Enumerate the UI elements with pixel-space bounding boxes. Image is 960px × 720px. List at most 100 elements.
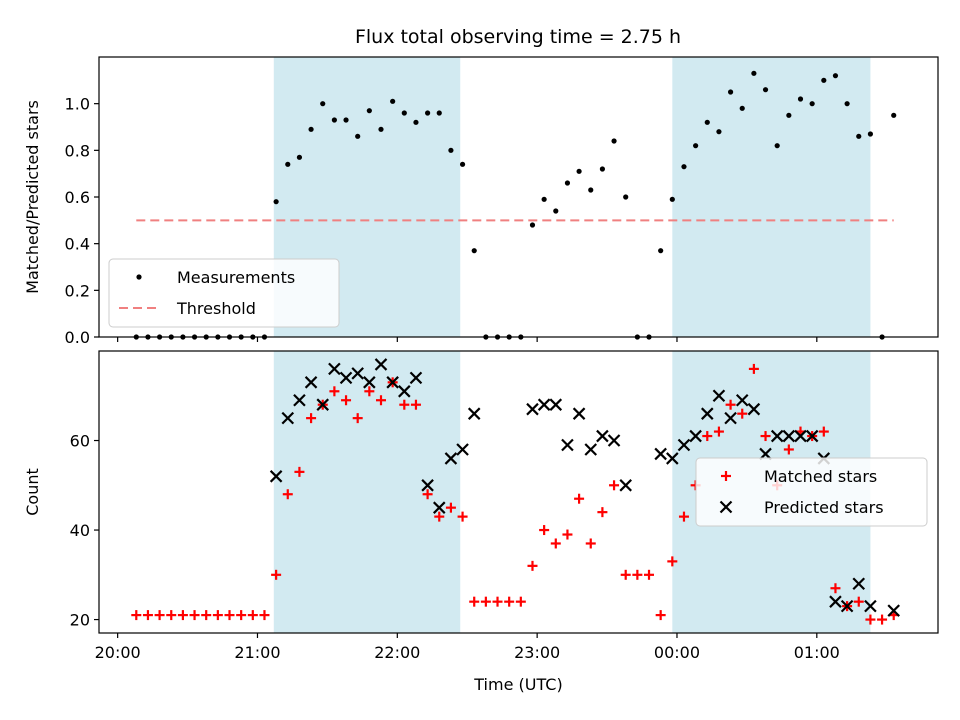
predicted-star-point [829,595,842,608]
predicted-star-point [840,599,854,613]
matched-star-point [830,583,841,594]
measurement-point [331,117,337,123]
measurement-point [553,208,559,214]
matched-star-point [469,596,480,607]
predicted-star-marker-b [887,604,900,617]
predicted-star-marker-b [467,407,481,420]
matched-star-point [177,610,188,621]
measurement-point [658,248,664,254]
matched-star-point [282,489,293,500]
matched-star-point [306,413,317,424]
predicted-star-marker-b [374,358,388,371]
matched-star-point [644,569,655,580]
predicted-star-marker-b [724,411,737,425]
predicted-star-marker-b [596,429,609,443]
matched-star-point [527,560,538,571]
predicted-star-point [386,376,399,389]
matched-star-point [550,538,561,549]
predicted-star-marker-b [829,595,842,608]
matched-star-point [725,399,736,410]
matched-star-point [783,444,794,455]
matched-star-point [329,386,340,397]
matched-star-point [713,426,724,437]
predicted-star-point [409,371,423,385]
observing-window-2 [672,57,871,337]
chart-title: Flux total observing time = 2.75 h [355,26,681,48]
matched-star-point [609,480,620,491]
measurement-point [273,199,279,205]
predicted-star-marker-b [421,479,434,492]
predicted-star-point [328,362,341,376]
measurement-point [378,126,384,132]
matched-star-point [480,596,491,607]
predicted-star-marker-b [782,429,796,443]
measurement-point [867,131,874,137]
legend-matched-swatch [721,471,731,481]
predicted-star-marker-b [677,438,691,452]
measurement-point [366,108,372,114]
predicted-star-point [456,443,469,456]
legend-predicted-swatch [719,500,733,514]
x-tick-label: 21:00 [234,643,280,662]
predicted-star-point [281,411,295,425]
measurement-point [891,112,897,118]
predicted-star-point [864,599,877,613]
plot-frame [98,350,939,634]
predicted-star-marker-b [537,398,551,411]
predicted-star-point [537,398,551,411]
legend-label: Threshold [176,299,256,318]
measurement-point [739,105,745,111]
predicted-star-point [269,470,283,483]
measurement-point [413,119,419,125]
legend: Matched stars Predicted stars [695,457,928,527]
predicted-star-point [398,385,411,398]
predicted-star-point [782,429,796,443]
predicted-star-point [689,429,702,443]
predicted-star-marker-b [293,393,306,407]
matched-star-point [457,511,468,522]
y-tick-label: 40 [70,521,90,540]
y-axis-label: Count [23,468,42,516]
predicted-star-point [304,376,318,389]
predicted-star-point [561,438,574,452]
matched-star-point [212,610,223,621]
predicted-star-point [852,577,866,591]
measurement-point [588,187,594,193]
matched-star-point [399,399,410,410]
y-tick-label: 20 [70,611,90,630]
measurement-point [751,70,757,76]
predicted-star-marker-b [363,376,376,389]
predicted-star-point [432,501,446,514]
predicted-star-point [619,479,632,492]
predicted-star-marker-b [666,452,679,465]
predicted-star-marker-b [456,443,469,456]
matched-star-point [853,596,864,607]
measurement-point [564,180,571,186]
matched-star-point [597,507,608,518]
predicted-star-marker-b [654,447,667,461]
predicted-star-marker-b [584,443,598,456]
x-tick-label: 20:00 [95,643,141,662]
predicted-star-marker-b [526,402,539,416]
measurement-point [541,196,547,202]
measurement-point [448,147,454,153]
predicted-star-point [549,398,563,411]
matched-star-point [166,610,177,621]
matched-star-point [422,489,433,500]
predicted-star-marker-b [572,407,586,420]
predicted-star-marker-b [386,376,399,389]
predicted-star-point [444,452,458,465]
legend-label: Measurements [177,268,295,287]
matched-star-point [748,363,759,374]
predicted-star-marker-b [328,362,341,376]
matched-star-point [375,395,386,406]
matched-star-point [632,569,643,580]
measurement-point [774,143,780,149]
predicted-star-marker-b [409,371,423,385]
matched-star-point [142,610,153,621]
matched-star-point [574,493,585,504]
x-tick-label: 00:00 [654,643,700,662]
measurement-point [693,143,699,149]
predicted-star-marker-b [607,434,621,447]
y-tick-label: 60 [70,432,90,451]
